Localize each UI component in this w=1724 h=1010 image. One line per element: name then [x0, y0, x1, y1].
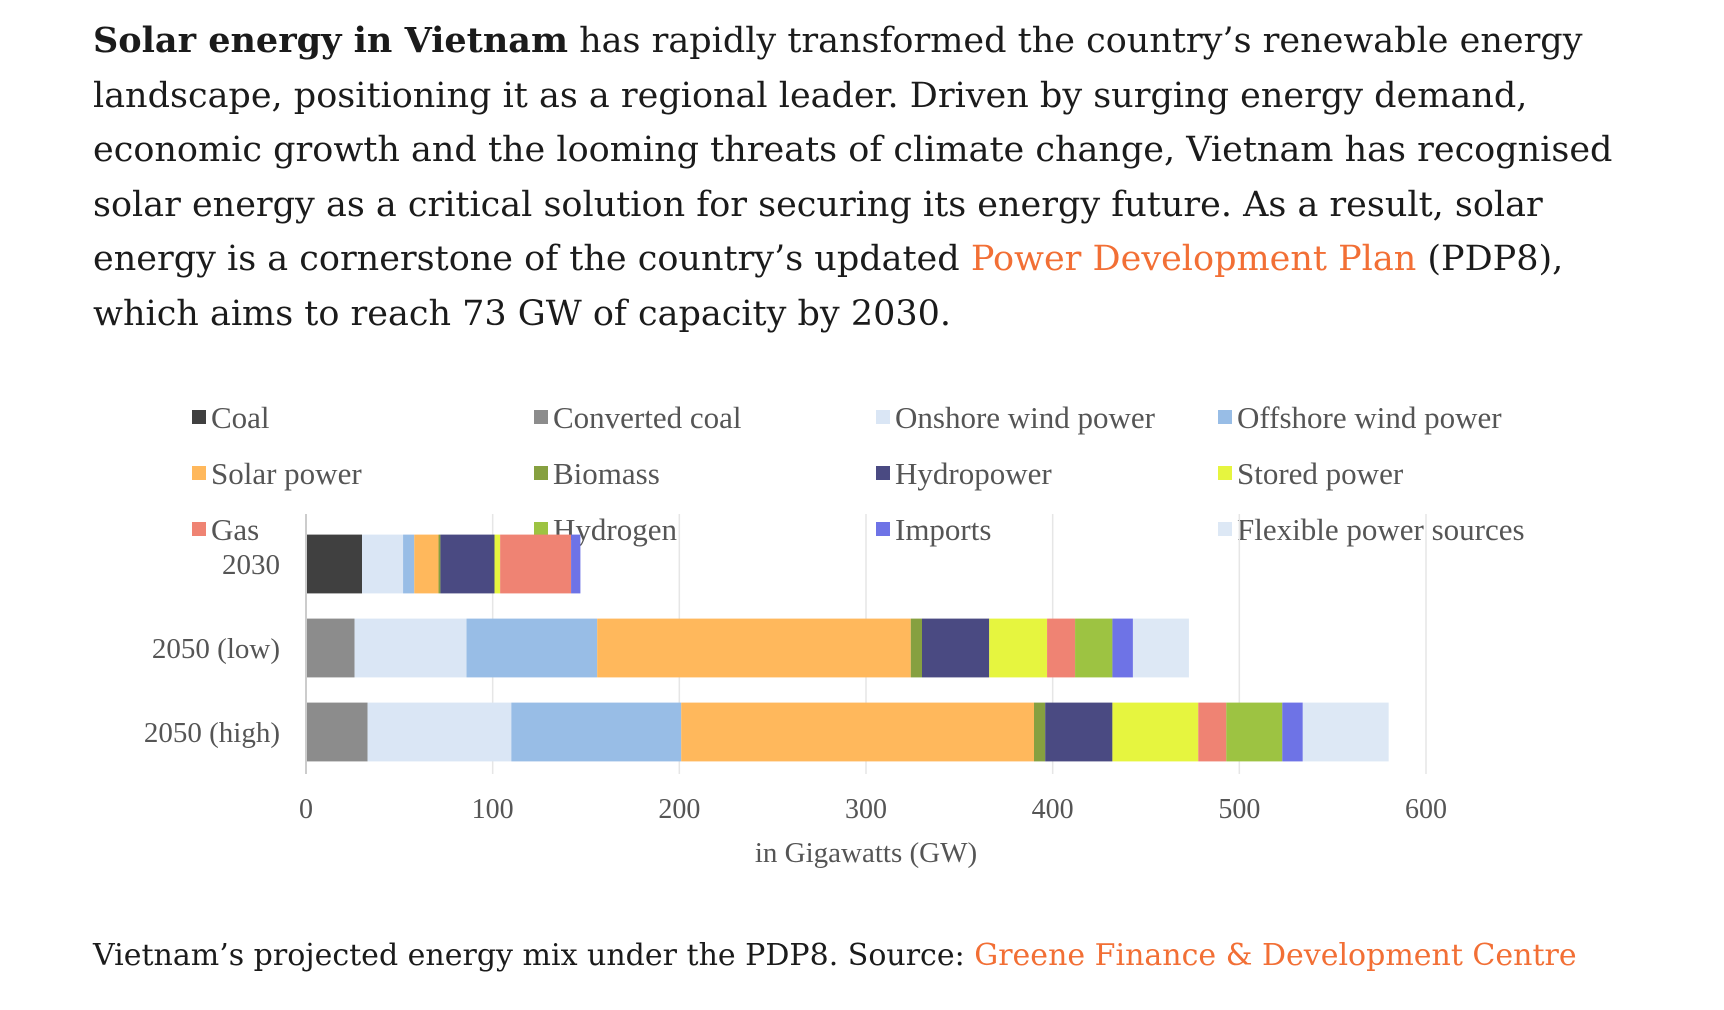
category-label: 2030 [222, 549, 280, 581]
legend-label: Imports [895, 512, 991, 547]
bar-2050-high-imports [1282, 702, 1303, 762]
legend-swatch [1218, 410, 1232, 424]
legend-item-offshore-wind-power: Offshore wind power [1218, 400, 1502, 435]
legend-swatch [876, 410, 890, 424]
figure-caption: Vietnam’s projected energy mix under the… [93, 936, 1653, 976]
article-text-before-link: has rapidly transformed the country’s re… [93, 21, 1613, 279]
bar-2030-biomass [438, 534, 441, 594]
legend-label: Coal [211, 400, 270, 435]
legend-label: Hydropower [895, 456, 1052, 491]
chart-svg: Coal Converted coal Onshore wind power Offs… [144, 400, 1525, 869]
bar-2050-low-imports [1112, 618, 1133, 678]
legend-item-hydropower: Hydropower [876, 456, 1052, 491]
article-text: Solar energy in Vietnam has rapidly tran… [93, 14, 1653, 341]
x-tick-label: 100 [472, 794, 514, 825]
bar-2030-offshore-wind-power [403, 534, 415, 594]
power-development-plan-link[interactable]: Power Development Plan [970, 239, 1417, 279]
legend-swatch [876, 522, 890, 536]
bar-2030-hydropower [440, 534, 495, 594]
bar-2050-high-gas [1198, 702, 1227, 762]
source-link[interactable]: Greene Finance & Development Centre [974, 938, 1577, 973]
category-label: 2050 (low) [152, 633, 280, 665]
bar-2050-high-offshore-wind-power [511, 702, 682, 762]
legend-label: Onshore wind power [895, 400, 1156, 435]
legend-label: Converted coal [553, 400, 742, 435]
category-label: 2050 (high) [144, 717, 280, 749]
bar-2050-high-biomass [1034, 702, 1046, 762]
legend-label: Biomass [553, 456, 660, 491]
bar-2030-onshore-wind-power [362, 534, 404, 594]
bar-2050-low-onshore-wind-power [354, 618, 467, 678]
legend-swatch [1218, 466, 1232, 480]
legend-swatch [192, 410, 206, 424]
legend-label: Solar power [211, 456, 362, 491]
bar-2050-high-converted-coal [306, 702, 368, 762]
chart-bars [306, 534, 1389, 762]
legend-swatch [534, 410, 548, 424]
bar-2050-high-onshore-wind-power [367, 702, 512, 762]
bar-2050-low-offshore-wind-power [466, 618, 598, 678]
legend-label: Gas [211, 512, 259, 547]
x-tick-label: 400 [1032, 794, 1074, 825]
energy-mix-chart: Coal Converted coal Onshore wind power Offs… [93, 372, 1653, 920]
legend-swatch [192, 466, 206, 480]
legend-swatch [876, 466, 890, 480]
bar-2050-high-hydropower [1045, 702, 1113, 762]
article-lead-bold: Solar energy in Vietnam [93, 20, 568, 61]
legend-label: Offshore wind power [1237, 400, 1502, 435]
x-tick-label: 200 [658, 794, 700, 825]
legend-item-imports: Imports [876, 512, 991, 547]
x-tick-label: 300 [845, 794, 887, 825]
bar-2050-low-hydropower [922, 618, 990, 678]
bar-2050-high-solar-power [681, 702, 1034, 762]
legend-item-biomass: Biomass [534, 456, 660, 491]
article-text-after-link: (PDP8), which aims to reach 73 GW of cap… [93, 239, 1564, 334]
article-paragraph: Solar energy in Vietnam has rapidly tran… [93, 14, 1653, 341]
x-tick-label: 500 [1218, 794, 1260, 825]
legend-item-coal: Coal [192, 400, 270, 435]
legend-item-converted-coal: Converted coal [534, 400, 742, 435]
legend-item-flexible-power-sources: Flexible power sources [1218, 512, 1525, 547]
bar-2050-low-stored-power [989, 618, 1048, 678]
bar-2050-low-flexible-power-sources [1132, 618, 1189, 678]
bar-2050-low-gas [1047, 618, 1076, 678]
legend-swatch [192, 522, 206, 536]
legend-item-stored-power: Stored power [1218, 456, 1404, 491]
legend-item-onshore-wind-power: Onshore wind power [876, 400, 1156, 435]
legend-swatch [534, 466, 548, 480]
bar-2030-gas [500, 534, 572, 594]
x-axis-title: in Gigawatts (GW) [755, 837, 977, 869]
chart-axes: 0 100 200 300 400 500 600 2030 2050 (low) 2050 (h… [144, 514, 1447, 869]
legend-label: Flexible power sources [1237, 512, 1525, 547]
bar-2030-solar-power [414, 534, 439, 594]
legend-label: Stored power [1237, 456, 1404, 491]
bar-2030-coal [306, 534, 362, 594]
legend-swatch [534, 522, 548, 536]
legend-item-solar-power: Solar power [192, 456, 362, 491]
bar-2050-high-flexible-power-sources [1302, 702, 1389, 762]
bar-2050-low-solar-power [597, 618, 911, 678]
bar-2030-stored-power [494, 534, 501, 594]
legend-swatch [1218, 522, 1232, 536]
x-tick-label: 600 [1405, 794, 1447, 825]
x-tick-label: 0 [299, 794, 313, 825]
caption-text: Vietnam’s projected energy mix under the… [93, 938, 975, 973]
bar-2030-imports [571, 534, 581, 594]
bar-2050-low-biomass [910, 618, 922, 678]
legend-item-gas: Gas [192, 512, 259, 547]
chart-legend: Coal Converted coal Onshore wind power Offs… [192, 400, 1525, 547]
bar-2050-high-hydrogen [1226, 702, 1283, 762]
bar-2050-high-stored-power [1112, 702, 1199, 762]
bar-2050-low-converted-coal [306, 618, 355, 678]
bar-2050-low-hydrogen [1075, 618, 1113, 678]
